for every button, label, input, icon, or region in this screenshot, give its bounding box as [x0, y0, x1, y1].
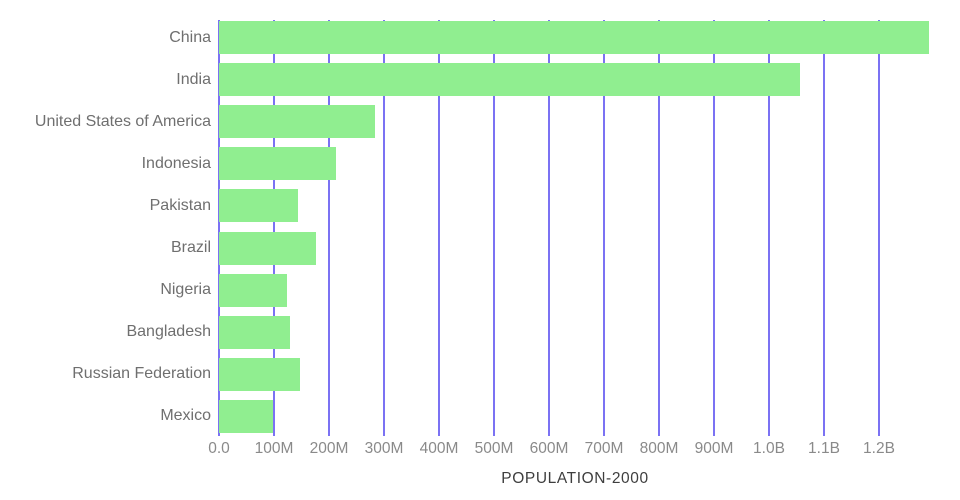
x-tick-label-100m: 100M: [254, 440, 294, 457]
gridline-1.2B: [878, 20, 880, 436]
x-tick-label-700m: 700M: [584, 440, 624, 457]
bar-indonesia[interactable]: [219, 147, 337, 181]
x-tick-label-800m: 800M: [639, 440, 679, 457]
x-tick-label-1-1b: 1.1B: [808, 440, 840, 457]
x-tick-label-1-0b: 1.0B: [753, 440, 785, 457]
gridline-1.0B: [768, 20, 770, 436]
x-tick-label-200m: 200M: [309, 440, 349, 457]
bar-mexico[interactable]: [219, 399, 273, 433]
gridline-900M: [713, 20, 715, 436]
category-label-united-states-of-america: United States of America: [34, 112, 211, 130]
bar-bangladesh[interactable]: [219, 315, 290, 349]
category-label-mexico: Mexico: [160, 407, 211, 425]
category-label-bangladesh: Bangladesh: [126, 323, 211, 341]
x-tick-label-300m: 300M: [364, 440, 404, 457]
bar-russian-federation[interactable]: [219, 357, 300, 391]
x-tick-label-500m: 500M: [474, 440, 514, 457]
bar-united-states-of-america[interactable]: [219, 105, 375, 139]
category-label-india: India: [176, 70, 211, 88]
bar-pakistan[interactable]: [219, 189, 298, 223]
category-label-russian-federation: Russian Federation: [72, 365, 211, 383]
gridline-100M: [273, 20, 275, 436]
bar-china[interactable]: [219, 21, 930, 54]
gridline-1.1B: [823, 20, 825, 436]
x-tick-label-1-2b: 1.2B: [863, 440, 895, 457]
gridline-400M: [438, 20, 440, 436]
category-label-indonesia: Indonesia: [141, 154, 211, 172]
gridline-200M: [328, 20, 330, 436]
gridline-0.0: [218, 20, 220, 436]
category-label-brazil: Brazil: [170, 239, 211, 256]
bar-nigeria[interactable]: [219, 273, 288, 307]
category-label-nigeria: Nigeria: [160, 281, 211, 299]
x-tick-label-900m: 900M: [694, 440, 734, 457]
x-tick-label-0-0: 0.0: [208, 440, 230, 457]
x-tick-label-600m: 600M: [529, 440, 569, 457]
x-tick-label-400m: 400M: [419, 440, 459, 457]
gridline-800M: [658, 20, 660, 436]
x-axis-title: POPULATION-2000: [501, 470, 649, 487]
bar-india[interactable]: [219, 63, 801, 97]
gridline-300M: [383, 20, 385, 436]
bar-brazil[interactable]: [219, 231, 316, 265]
category-label-china: China: [169, 28, 211, 46]
gridline-600M: [548, 20, 550, 436]
gridline-700M: [603, 20, 605, 436]
gridline-500M: [493, 20, 495, 436]
category-label-pakistan: Pakistan: [149, 196, 211, 214]
